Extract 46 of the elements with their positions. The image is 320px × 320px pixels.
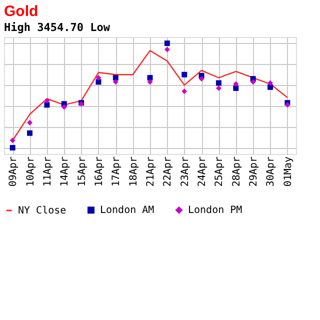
point (164, 46, 170, 52)
x-tick-label: 10Apr (25, 156, 36, 187)
x-tick-label: 18Apr (128, 156, 140, 187)
point (250, 79, 256, 85)
x-tick-label: 01May (282, 156, 294, 187)
x-tick-label: 11Apr (42, 156, 54, 187)
x-tick-label: 17Apr (111, 156, 122, 187)
point (96, 75, 102, 80)
point (198, 76, 204, 82)
point (61, 104, 67, 110)
point (44, 98, 50, 104)
x-tick-label: 14Apr (60, 156, 71, 187)
point (147, 79, 153, 85)
x-tick-label: 15Apr (76, 156, 88, 187)
point (44, 102, 50, 108)
x-tick-label: 29Apr (248, 156, 260, 187)
x-tick-label: 28Apr (231, 156, 242, 187)
legend-label: London PM (188, 205, 242, 216)
point (164, 40, 170, 46)
point (267, 80, 273, 86)
point (216, 85, 222, 91)
point (27, 120, 33, 126)
x-tick-label: 21Apr (146, 156, 156, 187)
x-tick-label: 23Apr (180, 156, 191, 187)
legend-label: London AM (100, 205, 154, 216)
point (96, 79, 102, 85)
point (182, 72, 188, 78)
point (10, 144, 16, 150)
point (10, 138, 16, 144)
x-tick-label: 16Apr (94, 156, 105, 187)
point (216, 80, 222, 86)
point (267, 84, 273, 90)
x-tick-label: 25Apr (214, 156, 226, 187)
point (27, 130, 33, 136)
x-tick-label: 30Apr (266, 156, 277, 187)
x-tick-label: 24Apr (197, 156, 208, 187)
point (182, 88, 188, 94)
text: High 3454.70 Low (4, 21, 110, 34)
chart-title: Gold (4, 3, 38, 20)
point (233, 81, 239, 87)
point (112, 75, 118, 80)
x-tick-label: 22Apr (162, 156, 174, 187)
x-tick-label: 09Apr (8, 156, 20, 187)
point (233, 85, 239, 91)
legend-label: NY Close (18, 206, 66, 216)
point (112, 79, 118, 85)
